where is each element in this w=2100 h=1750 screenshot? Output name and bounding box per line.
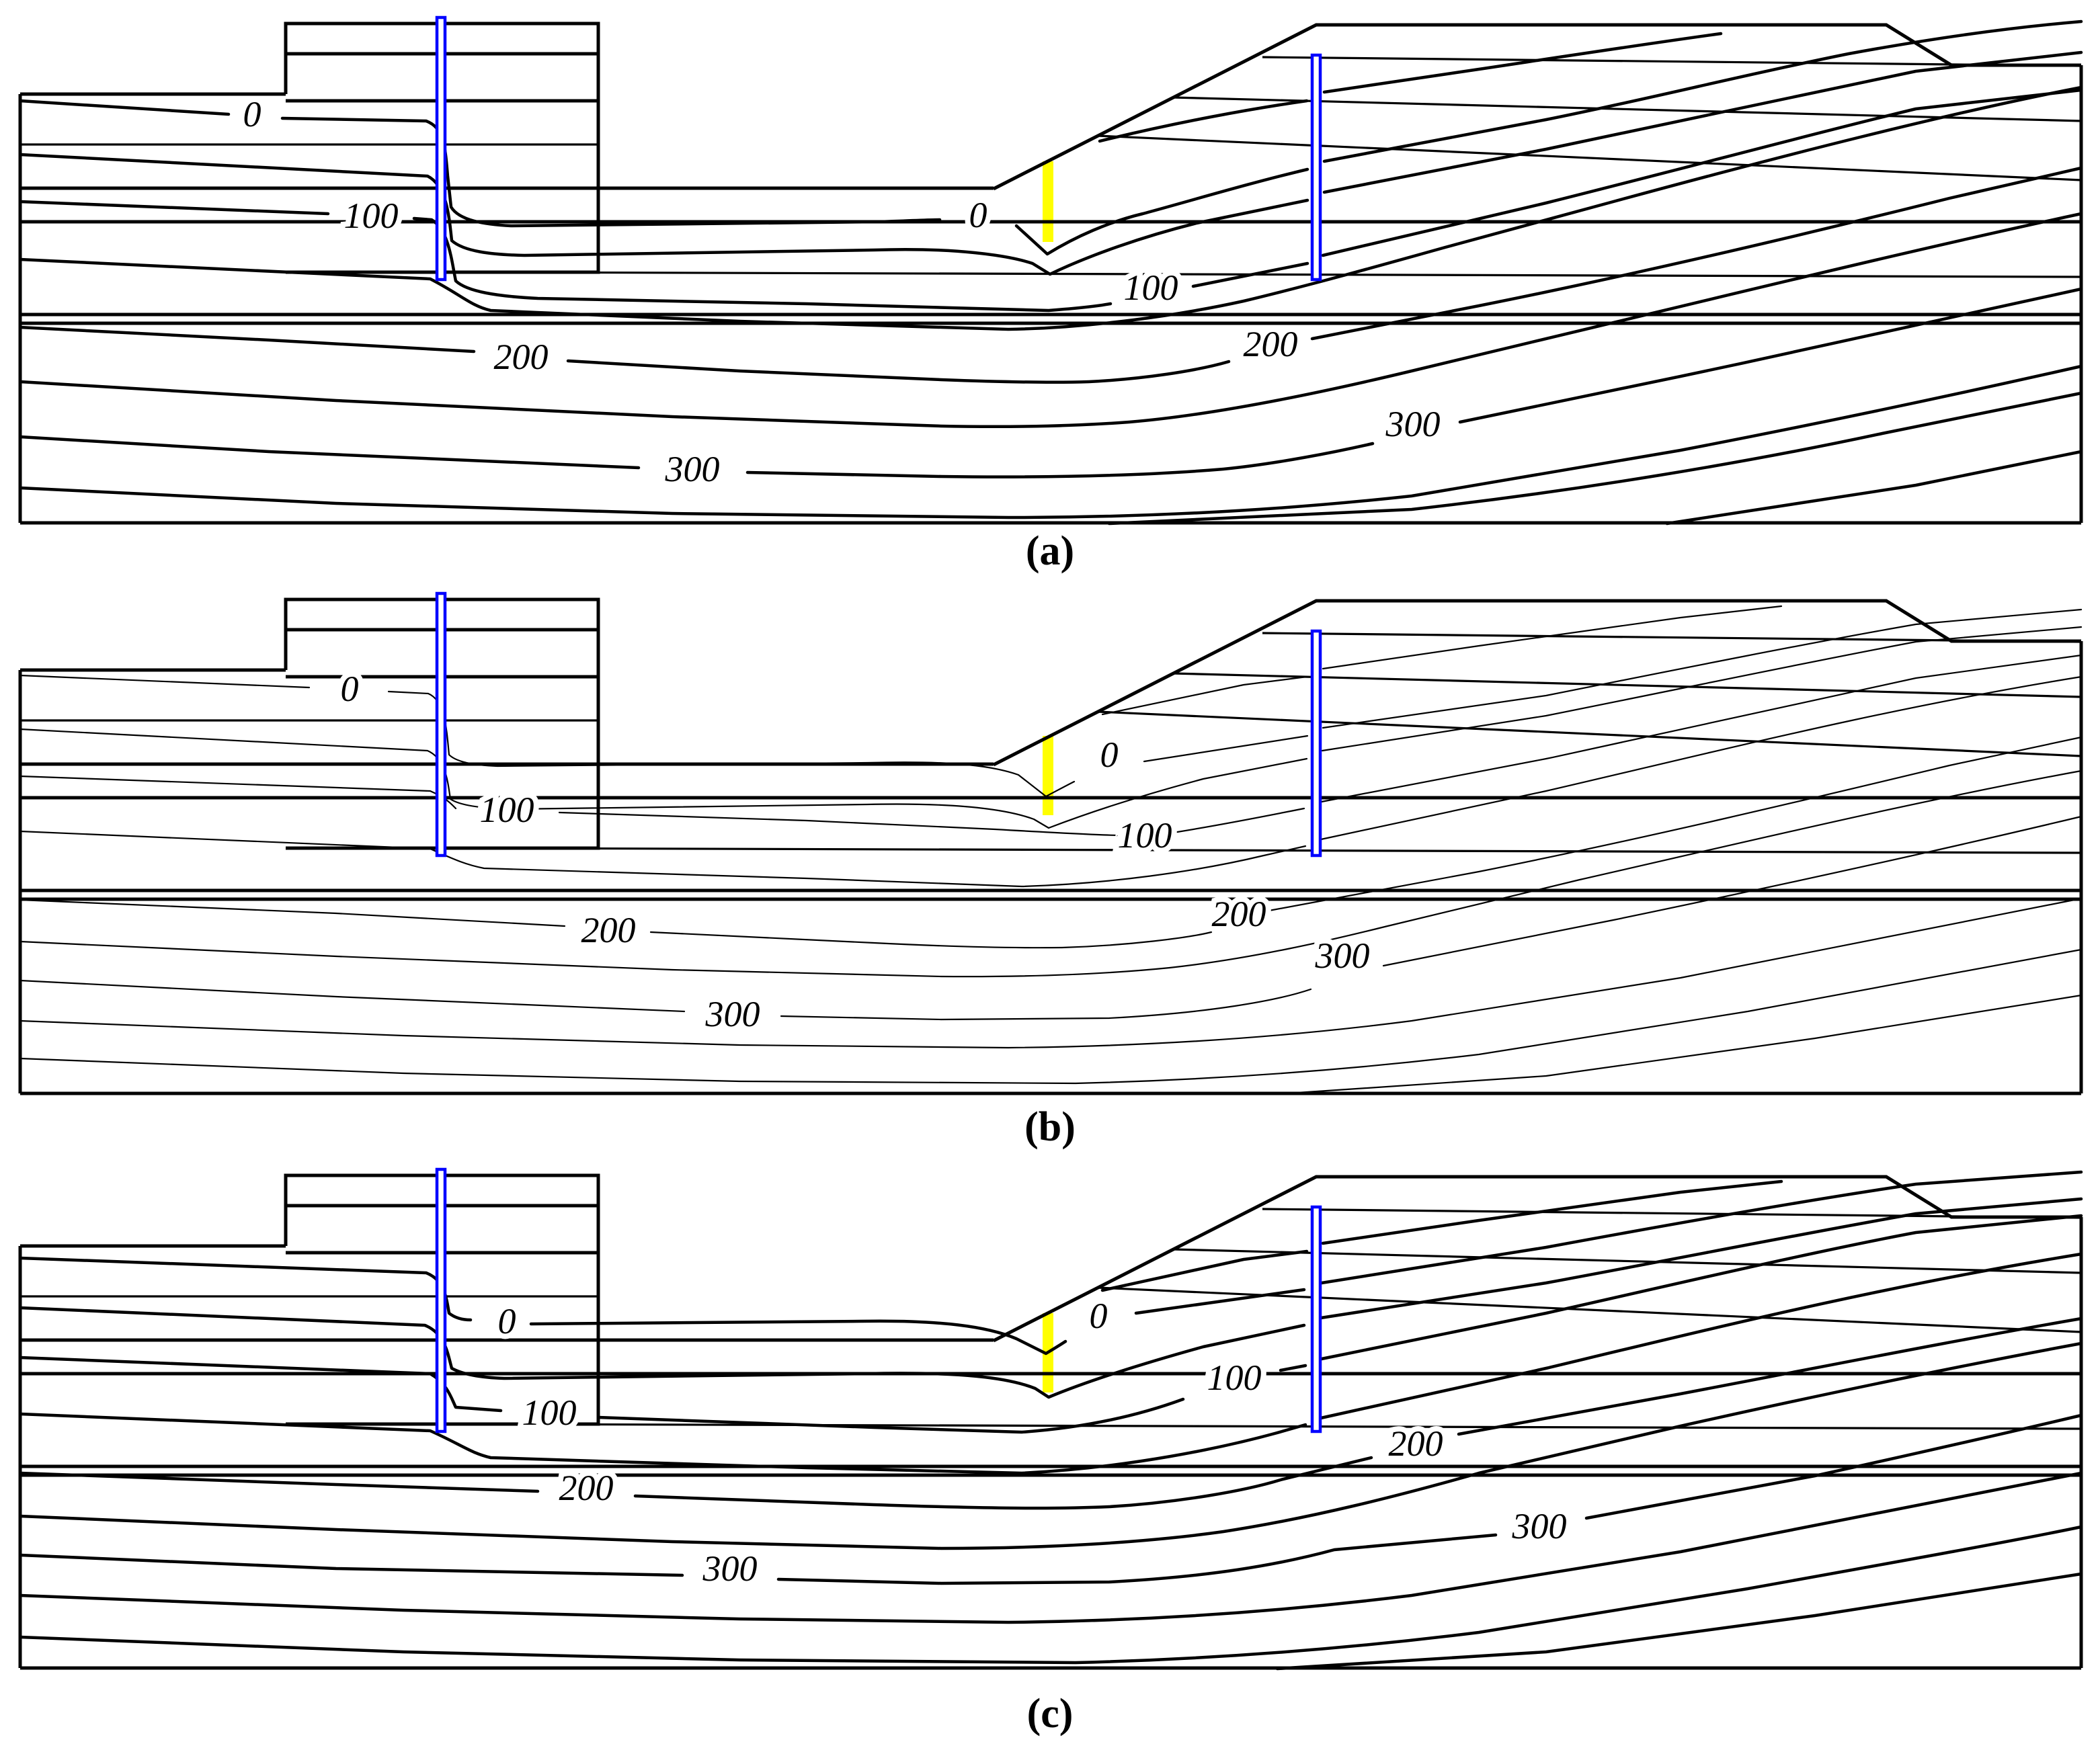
contour-label: 0 bbox=[969, 195, 987, 235]
panel-b-plot: 0 100 200 300 0 100 200 300 bbox=[18, 591, 2083, 1095]
contour-label: 100 bbox=[1207, 1358, 1262, 1398]
contour-label: 300 bbox=[665, 449, 720, 489]
panel-c: 0 100 200 300 0 100 200 300 (c) bbox=[0, 1152, 2100, 1750]
contour-label: 300 bbox=[1385, 404, 1441, 444]
panel-a-plot: 0 100 200 300 0 100 200 300 bbox=[18, 15, 2083, 526]
right-diaphragm-wall bbox=[1310, 53, 1322, 282]
contour-labels: 0 100 200 300 0 100 200 300 bbox=[335, 663, 1375, 1040]
panel-c-caption: (c) bbox=[1026, 1691, 1074, 1737]
contour-label: 300 bbox=[1512, 1506, 1567, 1546]
contour-label: 0 bbox=[341, 669, 359, 709]
contour-lines bbox=[18, 1170, 2083, 1671]
panel-b: 0 100 200 300 0 100 200 300 (b) bbox=[0, 576, 2100, 1152]
contour-label: 200 bbox=[1212, 894, 1266, 934]
left-diaphragm-wall bbox=[435, 1167, 447, 1433]
contour-label: 100 bbox=[522, 1392, 577, 1433]
soil-layers bbox=[18, 1173, 2083, 1670]
contour-label: 300 bbox=[1315, 935, 1370, 976]
left-diaphragm-wall bbox=[435, 15, 447, 282]
left-diaphragm-wall bbox=[435, 591, 447, 858]
contour-label: 0 bbox=[243, 94, 261, 134]
contour-label: 200 bbox=[1389, 1423, 1443, 1464]
contour-labels: 0 100 200 300 0 100 200 300 bbox=[493, 1290, 1572, 1594]
panel-a: 0 100 200 300 0 100 200 300 (a) bbox=[0, 0, 2100, 576]
contour-label: 300 bbox=[705, 994, 760, 1034]
contour-label: 200 bbox=[494, 337, 549, 377]
panel-a-caption: (a) bbox=[1025, 528, 1075, 574]
contour-label: 100 bbox=[1118, 815, 1172, 856]
contour-label: 200 bbox=[581, 910, 636, 950]
right-diaphragm-wall bbox=[1310, 629, 1322, 858]
contour-label: 200 bbox=[1244, 324, 1298, 364]
contour-label: 0 bbox=[498, 1301, 516, 1341]
contour-label: 100 bbox=[344, 196, 399, 236]
anchor-marker bbox=[1043, 161, 1053, 242]
contour-label: 200 bbox=[559, 1468, 614, 1508]
contour-label: 100 bbox=[480, 790, 534, 830]
contour-labels: 0 100 200 300 0 100 200 300 bbox=[238, 89, 1446, 495]
contour-lines bbox=[18, 19, 2083, 526]
anchor-marker bbox=[1043, 736, 1053, 815]
panel-b-caption: (b) bbox=[1024, 1104, 1076, 1150]
panel-c-plot: 0 100 200 300 0 100 200 300 bbox=[18, 1167, 2083, 1671]
contour-label: 300 bbox=[702, 1548, 758, 1589]
right-diaphragm-wall bbox=[1310, 1205, 1322, 1433]
contour-label: 100 bbox=[1124, 267, 1178, 308]
contour-label: 0 bbox=[1090, 1296, 1108, 1336]
contour-label: 0 bbox=[1100, 735, 1119, 775]
